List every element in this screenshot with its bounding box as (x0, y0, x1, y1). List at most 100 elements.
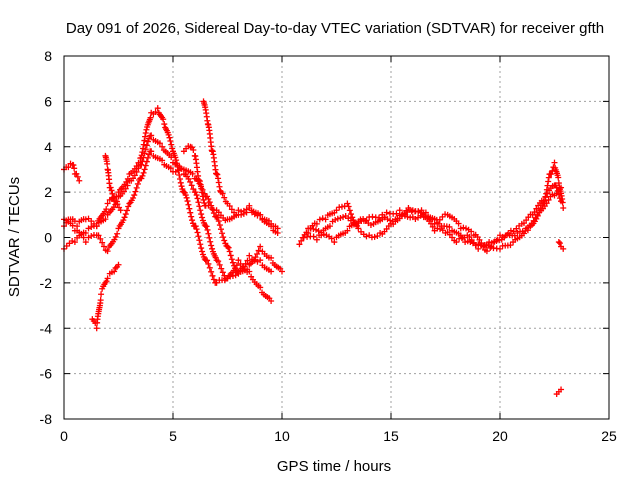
data-point-track-c (143, 158, 150, 165)
data-point-track-j (543, 190, 550, 197)
data-point-track-m (558, 386, 565, 393)
data-point-track-k (543, 200, 550, 207)
data-point-track-b (177, 176, 184, 183)
data-point-track-b (208, 268, 215, 275)
data-point-track-c (227, 252, 234, 259)
data-point-track-c (125, 203, 132, 210)
data-point-track-a (242, 260, 249, 267)
data-point-track-i (363, 233, 370, 240)
data-points (61, 98, 567, 398)
data-point-track-b (206, 264, 213, 271)
data-point-track-c (214, 214, 221, 221)
data-point-track-b (198, 245, 205, 252)
data-point-track-a (197, 207, 204, 214)
y-tick-label: -6 (40, 366, 53, 382)
data-point-track-i (345, 203, 352, 210)
data-point-track-c (224, 243, 231, 250)
data-point-track-a (88, 218, 95, 225)
y-tick-label: 4 (44, 139, 52, 155)
data-point-track-c (226, 248, 233, 255)
data-point-track-j (344, 227, 351, 234)
data-point-track-a (219, 269, 226, 276)
data-point-track-c (167, 165, 174, 172)
data-point-track-b (143, 126, 150, 133)
data-point-track-b (142, 133, 149, 140)
data-point-track-c (159, 157, 166, 164)
data-point-track-c (216, 222, 223, 229)
data-point-track-k (530, 217, 537, 224)
data-point-track-c (97, 235, 104, 242)
data-point-track-e (197, 181, 204, 188)
data-point-track-b (139, 149, 146, 156)
data-point-track-b (135, 159, 142, 166)
data-point-track-b (188, 213, 195, 220)
x-tick-label: 15 (383, 428, 399, 444)
data-point-track-b (124, 175, 131, 182)
data-point-track-a (244, 257, 251, 264)
data-point-track-c (217, 226, 224, 233)
data-point-track-c (99, 239, 106, 246)
data-point-track-b (161, 121, 168, 128)
data-point-track-a (193, 192, 200, 199)
data-point-track-a (196, 203, 203, 210)
data-point-track-h (117, 207, 124, 214)
x-tick-label: 5 (169, 428, 177, 444)
data-point-track-k (520, 230, 527, 237)
data-point-track-c (131, 192, 138, 199)
data-point-track-c (144, 154, 151, 161)
y-tick-label: -8 (40, 411, 53, 427)
data-point-track-a (124, 182, 131, 189)
data-point-track-g (104, 275, 111, 282)
data-point-track-b (142, 129, 149, 136)
data-point-track-j (472, 242, 479, 249)
data-point-track-b (133, 163, 140, 170)
x-tick-label: 20 (492, 428, 508, 444)
data-point-track-f (65, 164, 72, 171)
data-point-track-a (216, 261, 223, 268)
data-point-track-a (133, 168, 140, 175)
data-point-track-b (140, 145, 147, 152)
data-point-track-e (196, 178, 203, 185)
data-point-track-i (374, 233, 381, 240)
data-point-track-a (131, 172, 138, 179)
data-point-track-i (296, 241, 303, 248)
data-point-track-k (310, 233, 317, 240)
data-point-track-c (189, 170, 196, 177)
data-point-track-e (238, 208, 245, 215)
data-point-track-c (139, 172, 146, 179)
data-point-track-c (178, 165, 185, 172)
data-point-track-a (206, 234, 213, 241)
data-point-track-i (344, 200, 351, 207)
data-point-track-e (198, 185, 205, 192)
data-point-track-e (199, 193, 206, 200)
data-point-track-b (197, 241, 204, 248)
data-point-track-d (215, 179, 222, 186)
data-point-track-b (189, 217, 196, 224)
data-point-track-k (483, 248, 490, 255)
data-point-track-a (203, 223, 210, 230)
data-point-track-k (434, 219, 441, 226)
y-tick-label: 0 (44, 230, 52, 246)
data-point-track-c (123, 207, 130, 214)
data-point-track-b (147, 114, 154, 121)
data-point-track-a (257, 257, 264, 264)
data-point-track-b (185, 201, 192, 208)
data-point-track-c (122, 211, 129, 218)
data-point-track-i (349, 214, 356, 221)
data-point-track-b (237, 260, 244, 267)
data-point-track-j (545, 174, 552, 181)
data-point-track-c (120, 217, 127, 224)
data-point-track-k (376, 214, 383, 221)
data-point-track-b (71, 239, 78, 246)
data-point-track-c (130, 194, 137, 201)
data-point-track-j (555, 174, 562, 181)
data-point-track-c (257, 243, 264, 250)
data-point-track-b (210, 276, 217, 283)
data-point-track-d (214, 171, 221, 178)
data-point-track-a (187, 178, 194, 185)
data-point-track-e (199, 189, 206, 196)
data-point-track-a (204, 226, 211, 233)
axis-ticks: 0 5 10 15 20 25 -8 -6 -4 -2 0 2 4 6 8 (40, 48, 617, 444)
data-point-track-k (415, 208, 422, 215)
data-point-track-b (187, 209, 194, 216)
